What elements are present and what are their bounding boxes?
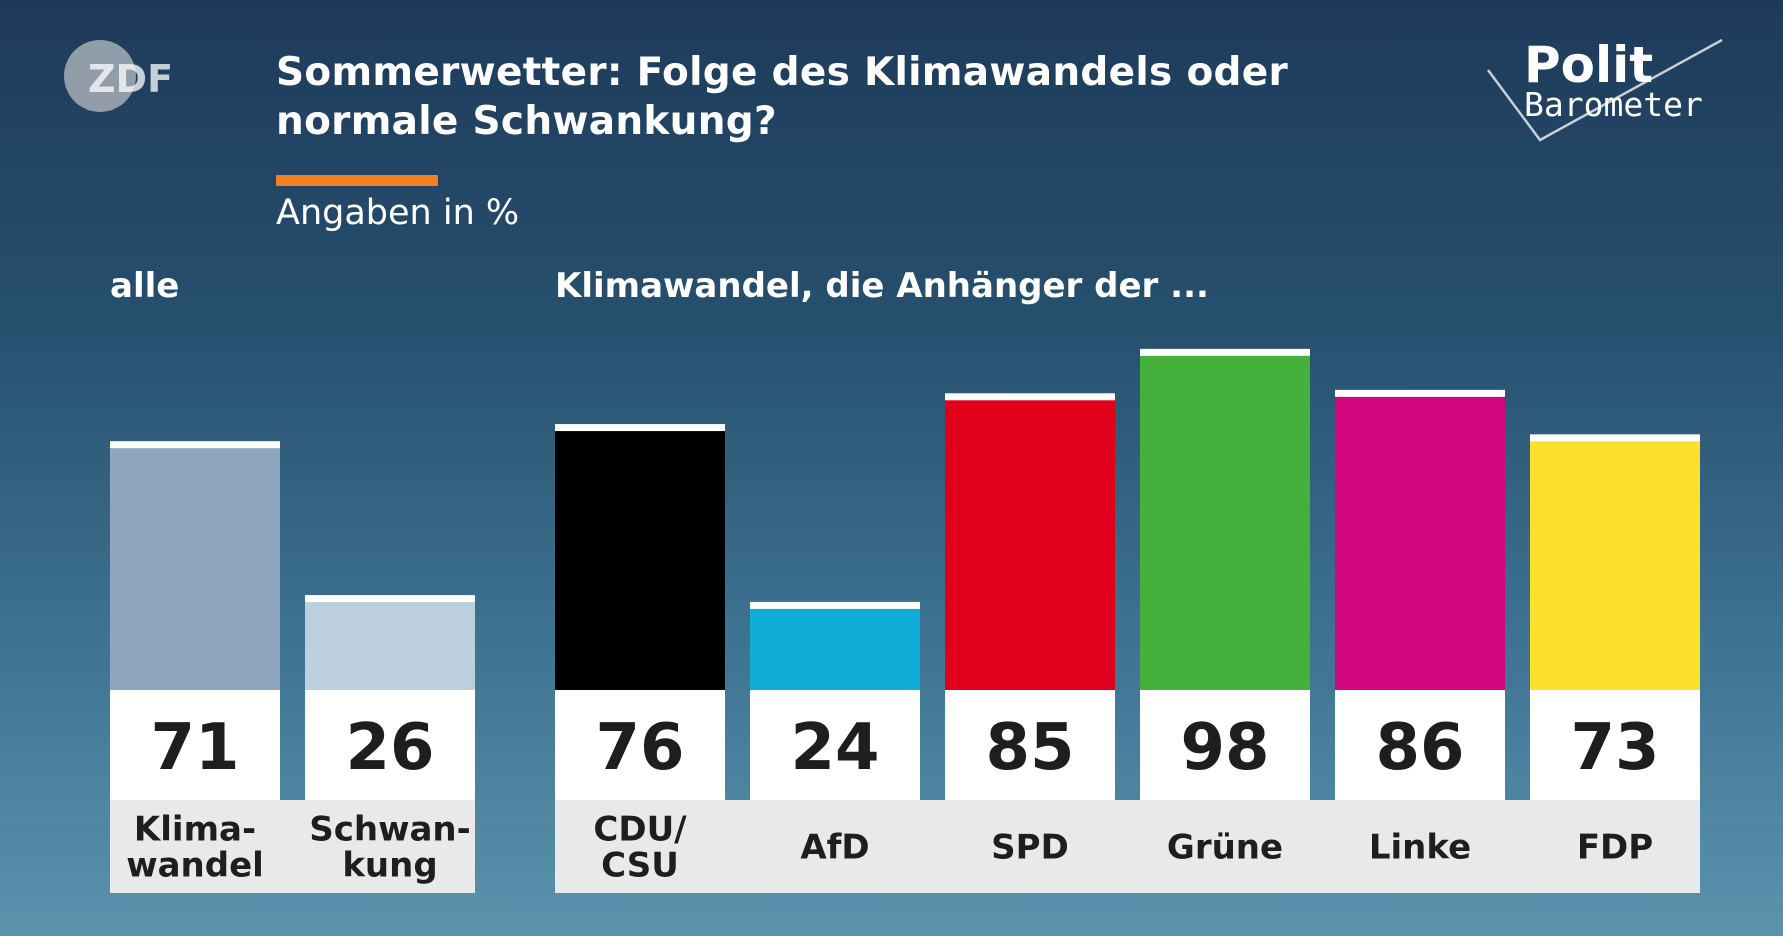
bar	[555, 430, 725, 690]
svg-text:ZDF: ZDF	[88, 57, 173, 101]
value-box	[1140, 690, 1310, 800]
value-box	[1335, 690, 1505, 800]
category-label: CDU/	[593, 810, 687, 850]
bar	[750, 607, 920, 690]
category-label: Linke	[1369, 828, 1471, 868]
page-title: Sommerwetter: Folge des Klimawandels ode…	[276, 48, 1376, 146]
svg-text:Polit: Polit	[1524, 36, 1653, 94]
value-box	[750, 690, 920, 800]
group-label-parties: Klimawandel, die Anhänger der ...	[555, 266, 1209, 306]
data-label: 26	[345, 711, 434, 785]
bar-top-line	[305, 595, 475, 603]
category-label: AfD	[800, 828, 869, 868]
bar	[110, 447, 280, 690]
bar-top-line	[555, 424, 725, 432]
category-label: Klima-	[134, 810, 256, 850]
data-label: 76	[595, 711, 684, 785]
bar	[305, 601, 475, 690]
category-label: FDP	[1577, 828, 1653, 868]
svg-text:Barometer: Barometer	[1524, 85, 1703, 124]
category-label: Grüne	[1167, 828, 1283, 868]
zdf-logo: ZDF	[64, 40, 173, 112]
data-label: 98	[1180, 711, 1269, 785]
bar-top-line	[750, 601, 920, 609]
category-label-band	[555, 800, 1700, 893]
data-label: 71	[150, 711, 239, 785]
value-box	[555, 690, 725, 800]
data-label: 85	[985, 711, 1074, 785]
category-label-band	[110, 800, 475, 893]
value-box	[305, 690, 475, 800]
value-box	[110, 690, 280, 800]
bar	[1140, 354, 1310, 690]
bar-top-line	[110, 441, 280, 449]
category-label: kung	[342, 846, 437, 886]
title-line-1: Sommerwetter: Folge des Klimawandels ode…	[276, 50, 1289, 95]
bar	[945, 399, 1115, 690]
bar-top-line	[1335, 389, 1505, 397]
category-label: SPD	[991, 828, 1069, 868]
category-label: wandel	[126, 846, 264, 886]
group-label-all: alle	[110, 266, 180, 306]
bar	[1530, 440, 1700, 690]
data-label: 24	[790, 711, 879, 785]
bar-top-line	[1140, 348, 1310, 356]
politbarometer-logo: Polit Barometer	[1486, 36, 1723, 142]
category-label: CSU	[601, 846, 679, 886]
data-label: 73	[1570, 711, 1659, 785]
bar	[1335, 395, 1505, 690]
value-box	[1530, 690, 1700, 800]
title-accent-bar	[276, 175, 438, 186]
bar-top-line	[945, 393, 1115, 401]
value-box	[945, 690, 1115, 800]
data-label: 86	[1375, 711, 1464, 785]
category-label: Schwan-	[309, 810, 471, 850]
bar-top-line	[1530, 434, 1700, 442]
unit-subtitle: Angaben in %	[276, 193, 520, 233]
title-line-2: normale Schwankung?	[276, 99, 777, 144]
